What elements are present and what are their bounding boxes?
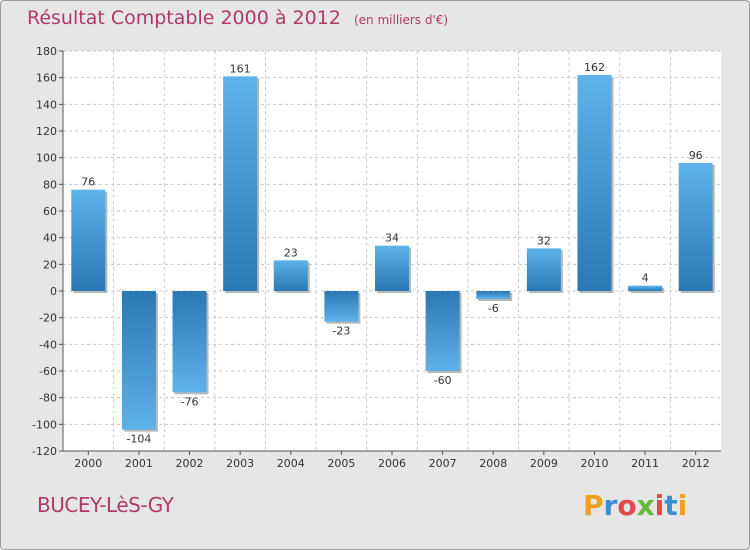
x-tick-label: 2012 [682, 457, 710, 470]
x-tick-label: 2002 [176, 457, 204, 470]
y-tick-label: 100 [36, 152, 57, 165]
bar-group [425, 291, 462, 373]
bar-group [223, 76, 260, 293]
data-label: 96 [689, 149, 703, 162]
x-tick-label: 2001 [125, 457, 153, 470]
bar [628, 285, 663, 291]
data-label: -6 [488, 302, 499, 315]
y-tick-label: 20 [43, 258, 57, 271]
logo-letter: t [664, 489, 678, 522]
proxiti-logo: Proxiti [583, 489, 687, 522]
y-tick-label: -40 [39, 338, 57, 351]
data-label: 4 [642, 272, 649, 285]
x-tick-label: 2008 [479, 457, 507, 470]
y-tick-label: -80 [39, 392, 57, 405]
bar-group [71, 189, 108, 293]
bar-group [577, 75, 614, 293]
data-label: -60 [434, 374, 452, 387]
x-tick-label: 2007 [429, 457, 457, 470]
bar [476, 291, 511, 299]
commune-name: BUCEY-LèS-GY [37, 493, 174, 517]
axes: 180 160 140 120 100 80 60 40 20 0 -20 -40 -60 -80 -100… [32, 45, 721, 470]
bar [172, 291, 207, 393]
bar [223, 76, 258, 291]
data-label: 23 [284, 246, 298, 259]
data-label: 32 [537, 234, 551, 247]
y-tick-label: 140 [36, 98, 57, 111]
data-label: -23 [332, 325, 350, 338]
bar-group [375, 245, 411, 293]
x-tick-label: 2010 [580, 457, 608, 470]
bar [678, 163, 713, 291]
chart-title: Résultat Comptable 2000 à 2012 [27, 7, 341, 29]
bar-group [172, 291, 209, 395]
y-tick-label: 0 [50, 285, 57, 298]
y-tick-label: 160 [36, 72, 57, 85]
x-tick-label: 2000 [74, 457, 102, 470]
bar [375, 245, 409, 291]
data-label: -104 [126, 433, 151, 446]
bars [71, 75, 715, 432]
bar [425, 291, 460, 371]
bar [577, 75, 612, 291]
y-tick-label: 80 [43, 178, 57, 191]
data-label: 76 [81, 176, 95, 189]
data-labels: 76 -104 -76 161 23 -23 34 -60 -6 32 162 4 96 [81, 61, 702, 446]
x-tick-label: 2005 [327, 457, 355, 470]
data-label: -76 [181, 395, 199, 408]
bar-group [324, 291, 361, 324]
logo-letter: P [583, 489, 604, 522]
y-tick-label: 180 [36, 45, 57, 58]
bar-group [678, 163, 715, 293]
x-tick-label: 2009 [530, 457, 558, 470]
data-label: 34 [385, 232, 399, 245]
y-tick-label: 40 [43, 232, 57, 245]
bar [121, 291, 156, 430]
x-tick-label: 2003 [226, 457, 254, 470]
logo-letter: i [677, 489, 688, 522]
bar [526, 248, 561, 291]
x-tick-label: 2006 [378, 457, 406, 470]
logo-letter: r [603, 489, 618, 522]
chart-header: Résultat Comptable 2000 à 2012 (en milli… [27, 7, 448, 29]
bar [71, 189, 106, 291]
bar-group [476, 291, 513, 301]
y-tick-label: -20 [39, 312, 57, 325]
y-tick-label: 120 [36, 125, 57, 138]
logo-letter: x [636, 489, 655, 522]
data-label: 162 [584, 61, 605, 74]
bar-group [526, 248, 563, 293]
x-tick-label: 2004 [277, 457, 305, 470]
bar-group [273, 260, 310, 293]
y-tick-label: -100 [32, 418, 57, 431]
bar-group [121, 291, 158, 432]
y-tick-label: -60 [39, 365, 57, 378]
bar [273, 260, 308, 291]
y-tick-label: 60 [43, 205, 57, 218]
data-label: 161 [230, 62, 251, 75]
y-tick-label: -120 [32, 445, 57, 458]
bar-group [628, 285, 665, 293]
chart-subtitle: (en milliers d'€) [353, 13, 449, 27]
logo-letter: i [654, 489, 665, 522]
x-tick-label: 2011 [631, 457, 659, 470]
bar [324, 291, 359, 322]
logo-letter: o [617, 489, 637, 522]
